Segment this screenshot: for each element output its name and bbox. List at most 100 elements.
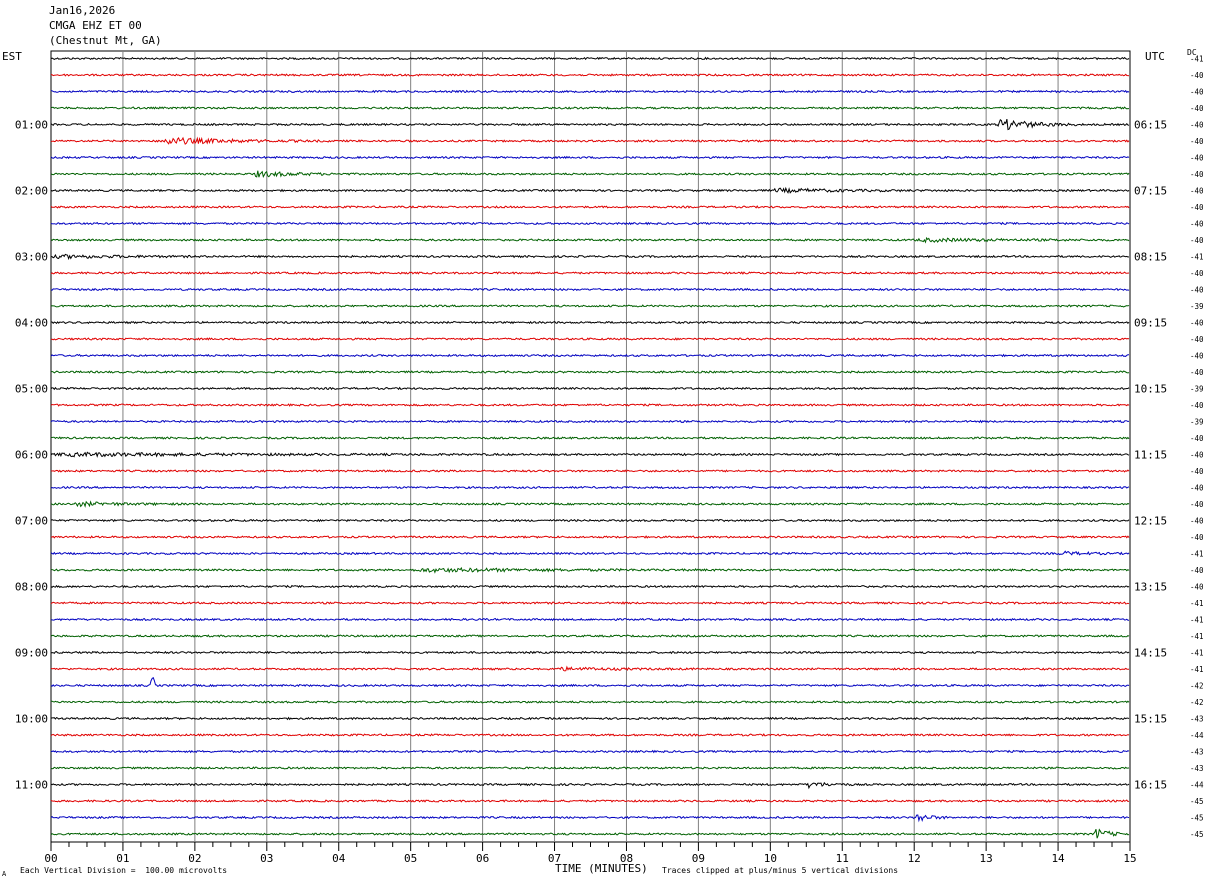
x-tick-label: 11 [836, 852, 849, 865]
dc-offset-value: -43 [1190, 748, 1204, 757]
trace-row [50, 650, 1130, 655]
dc-offset-value: -40 [1190, 187, 1204, 196]
plot-frame [50, 50, 1131, 843]
trace-row [50, 799, 1130, 803]
x-tick-label: 03 [260, 852, 273, 865]
trace-row [50, 716, 1130, 721]
trace-row [50, 584, 1130, 589]
x-tick-label: 15 [1123, 852, 1136, 865]
right-time-label: 09:15 [1134, 317, 1167, 330]
x-tick-label: 08 [620, 852, 633, 865]
dc-offset-value: -40 [1190, 368, 1204, 377]
dc-offset-value: -40 [1190, 566, 1204, 575]
trace-row [50, 304, 1130, 308]
left-time-label: 01:00 [15, 119, 48, 132]
dc-offset-value: -44 [1190, 781, 1204, 790]
dc-offset-value: -40 [1190, 121, 1204, 130]
x-axis-label: TIME (MINUTES) [555, 862, 648, 875]
right-timezone-label: UTC [1145, 50, 1165, 63]
trace-row [50, 271, 1130, 275]
dc-offset-value: -39 [1190, 385, 1204, 394]
trace-row [50, 676, 1130, 688]
trace-row [50, 118, 1130, 131]
x-tick-label: 02 [188, 852, 201, 865]
trace-row [50, 617, 1129, 622]
left-time-label: 04:00 [15, 317, 48, 330]
dc-offset-header: DC [1187, 48, 1197, 57]
x-tick-label: 13 [980, 852, 993, 865]
trace-row [51, 749, 1130, 754]
trace-row [50, 386, 1130, 391]
dc-offset-value: -40 [1190, 88, 1204, 97]
dc-offset-value: -45 [1190, 814, 1204, 823]
trace-row [50, 535, 1130, 539]
left-time-label: 09:00 [15, 647, 48, 660]
trace-row [50, 236, 1130, 244]
trace-row [50, 766, 1130, 770]
trace-row [50, 136, 1130, 145]
x-tick-label: 10 [764, 852, 777, 865]
trace-row [50, 733, 1130, 737]
dc-offset-value: -40 [1190, 269, 1204, 278]
right-time-label: 13:15 [1134, 581, 1167, 594]
x-tick-label: 01 [116, 852, 129, 865]
trace-row [50, 186, 1130, 194]
dc-offset-value: -40 [1190, 170, 1204, 179]
dc-offset-value: -40 [1190, 236, 1204, 245]
dc-offset-value: -40 [1190, 401, 1204, 410]
dc-offset-value: -40 [1190, 220, 1204, 229]
dc-offset-value: -40 [1190, 517, 1204, 526]
dc-offset-value: -41 [1190, 599, 1204, 608]
dc-offset-value: -41 [1190, 616, 1204, 625]
dc-offset-value: -41 [1190, 550, 1204, 559]
trace-row [50, 634, 1130, 638]
dc-offset-value: -41 [1190, 55, 1204, 64]
dc-offset-value: -42 [1190, 682, 1204, 691]
trace-row [50, 337, 1130, 341]
trace-row [50, 370, 1130, 374]
dc-offset-value: -40 [1190, 104, 1204, 113]
left-time-label: 05:00 [15, 383, 48, 396]
x-tick-label: 05 [404, 852, 417, 865]
trace-row [51, 469, 1130, 473]
trace-row [51, 253, 1130, 261]
footer-mark: A [2, 870, 7, 878]
x-tick-label: 07 [548, 852, 561, 865]
right-time-label: 07:15 [1134, 185, 1167, 198]
dc-offset-value: -40 [1190, 500, 1204, 509]
x-tick-label: 00 [44, 852, 57, 865]
dc-offset-value: -40 [1190, 583, 1204, 592]
dc-offset-value: -45 [1190, 797, 1204, 806]
trace-row [50, 436, 1130, 440]
left-time-label: 11:00 [15, 779, 48, 792]
trace-row [50, 73, 1130, 77]
dc-offset-value: -40 [1190, 286, 1204, 295]
left-timezone-label: EST [2, 50, 22, 63]
dc-offset-value: -40 [1190, 203, 1204, 212]
x-tick-label: 09 [692, 852, 705, 865]
trace-row [50, 205, 1130, 209]
left-time-label: 02:00 [15, 185, 48, 198]
right-time-label: 15:15 [1134, 713, 1167, 726]
dc-offset-value: -42 [1190, 698, 1204, 707]
station-label: CMGA EHZ ET 00 [49, 19, 142, 32]
dc-offset-value: -40 [1190, 484, 1204, 493]
dc-offset-value: -40 [1190, 533, 1204, 542]
dc-offset-value: -41 [1190, 665, 1204, 674]
trace-row [50, 106, 1129, 110]
trace-row [51, 566, 1130, 574]
vertical-scale-note: Each Vertical Division = 100.00 microvol… [20, 866, 228, 875]
x-tick-label: 12 [908, 852, 921, 865]
trace-row [50, 419, 1130, 424]
right-time-label: 11:15 [1134, 449, 1167, 462]
trace-row [50, 155, 1130, 160]
trace-row [50, 89, 1130, 94]
trace-row [50, 814, 1130, 823]
trace-row [50, 828, 1130, 839]
dc-offset-value: -41 [1190, 649, 1204, 658]
dc-offset-value: -40 [1190, 137, 1204, 146]
dc-offset-value: -41 [1190, 632, 1204, 641]
dc-offset-value: -41 [1190, 253, 1204, 262]
trace-row [50, 665, 1130, 672]
x-tick-label: 04 [332, 852, 346, 865]
